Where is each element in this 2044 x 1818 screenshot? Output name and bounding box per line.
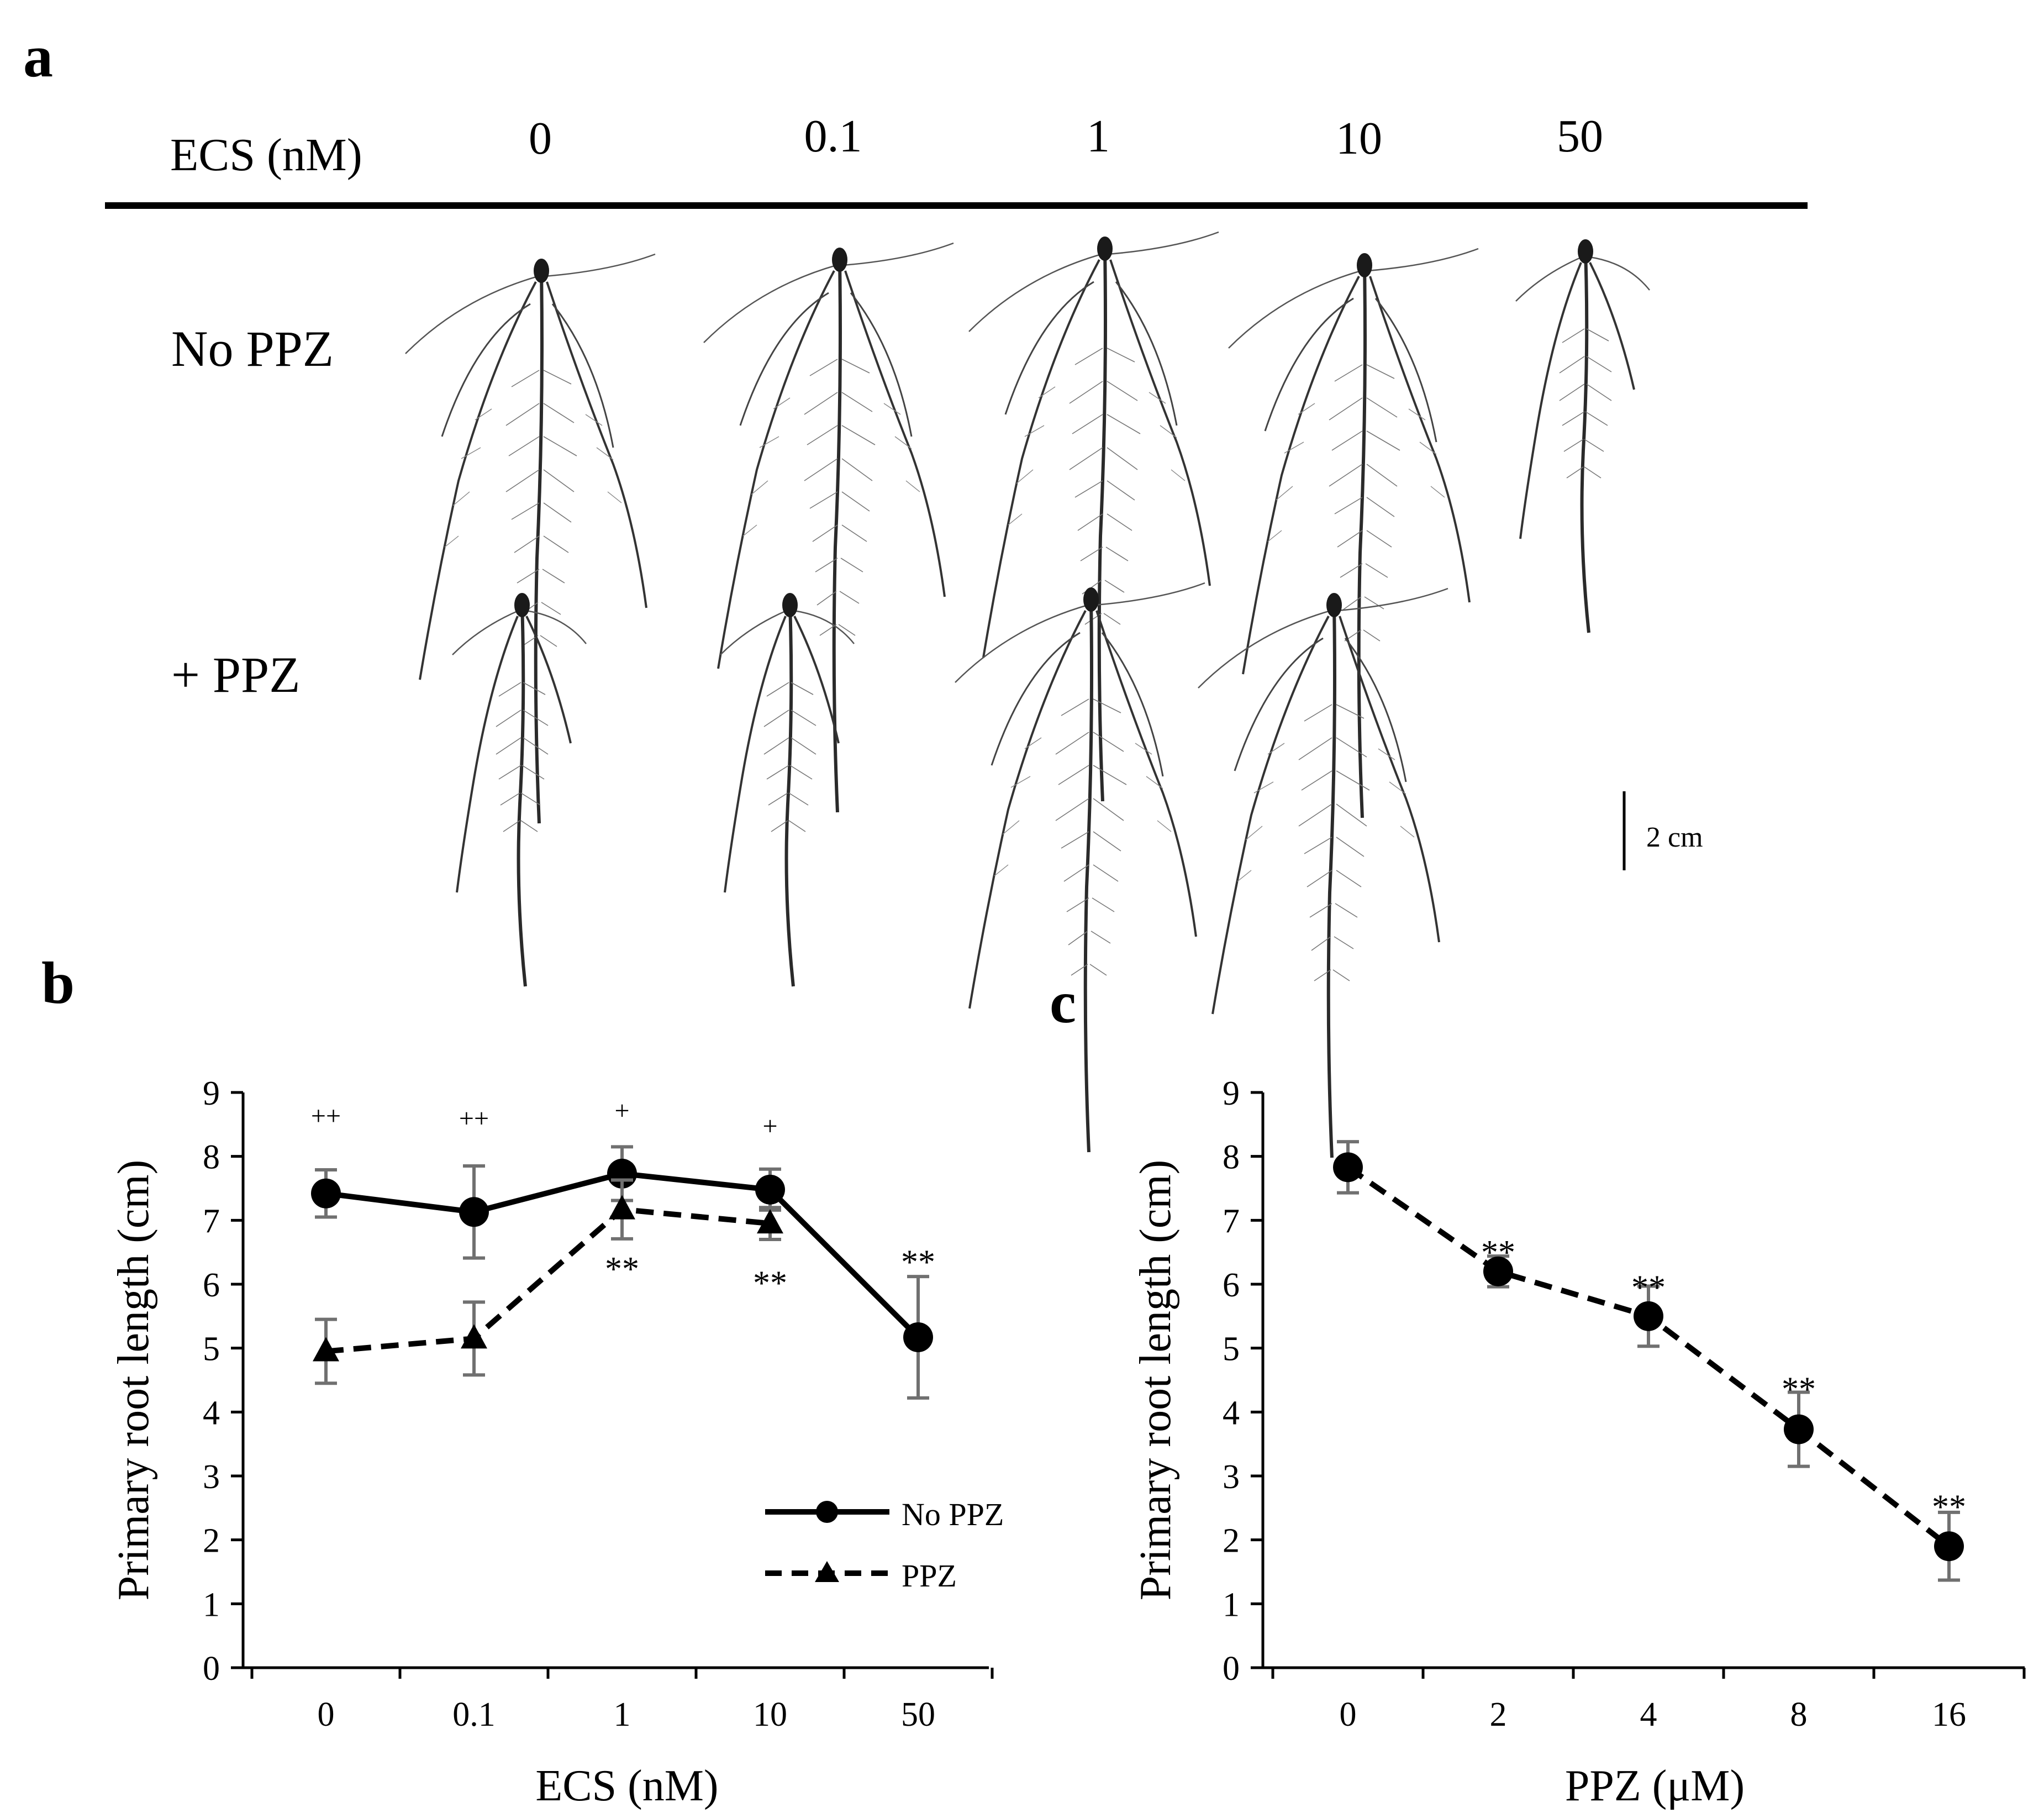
- scale-bar-label: 2 cm: [1646, 822, 1703, 853]
- panel-b-ytick-label-9: 9: [203, 1075, 220, 1112]
- panel-c-y-axis-label: Primary root length (cm): [1131, 1160, 1180, 1601]
- conc-label-50: 50: [1557, 111, 1603, 162]
- panel-b-xtick-label-3: 10: [753, 1696, 787, 1733]
- panel-b-no-ppz-point-4: [903, 1322, 933, 1353]
- panel-c-ytick-label-1: 1: [1223, 1586, 1240, 1623]
- panel-b-annotation-6: **: [901, 1243, 935, 1281]
- panel-c-ytick-label-9: 9: [1223, 1075, 1240, 1112]
- panel-c-xtick-label-3: 8: [1790, 1696, 1808, 1733]
- panel-c-ppz-point-1: [1483, 1256, 1513, 1286]
- panel-c-annotation-0: **: [1481, 1234, 1515, 1271]
- panel-c-ytick-label-5: 5: [1223, 1331, 1240, 1368]
- panel-c-xtick-label-1: 2: [1490, 1696, 1507, 1733]
- panel-b-chart: b 0 1 2 3 4 5 6 7 8 9 0 0.1 1 10 50 Primary root leng…: [41, 950, 1004, 1810]
- panel-b-y-axis-label: Primary root length (cm): [109, 1160, 158, 1601]
- row-label-ppz: + PPZ: [171, 647, 300, 703]
- panel-c-ppz-point-3: [1784, 1414, 1814, 1444]
- panel-b-x-axis-label: ECS (nM): [535, 1762, 718, 1810]
- panel-b-ytick-label-1: 1: [203, 1586, 220, 1623]
- panel-c-annotations: ** ** ** **: [1481, 1234, 1966, 1526]
- conc-label-10: 10: [1336, 113, 1382, 164]
- panel-b-annotation-5: **: [753, 1264, 787, 1302]
- panel-c-xtick-label-4: 16: [1932, 1696, 1966, 1733]
- panel-b-ytick-label-5: 5: [203, 1331, 220, 1368]
- legend-label-ppz: PPZ: [902, 1558, 957, 1594]
- conc-label-0-1: 0.1: [804, 111, 862, 162]
- legend-marker-no-ppz: [816, 1501, 838, 1523]
- panel-b-annotation-1: ++: [459, 1104, 489, 1133]
- panel-c-series: [1333, 1140, 1964, 1582]
- panel-c-ppz-line: [1346, 1165, 1951, 1549]
- panel-c-xtick-label-2: 4: [1640, 1696, 1657, 1733]
- root-image-no-ppz-50: [1516, 239, 1650, 633]
- panel-c-ytick-label-4: 4: [1223, 1394, 1240, 1432]
- panel-b-ytick-label-4: 4: [203, 1394, 220, 1432]
- panel-b-ytick-label-0: 0: [203, 1650, 220, 1688]
- panel-c-x-axis-label: PPZ (μM): [1565, 1762, 1745, 1810]
- panel-b-xtick-label-2: 1: [614, 1696, 631, 1733]
- panel-c-ytick-label-8: 8: [1223, 1139, 1240, 1176]
- panel-b-legend: No PPZ PPZ: [765, 1496, 1004, 1594]
- panel-b-ppz-point-1: [461, 1324, 487, 1349]
- panel-b-ytick-label-8: 8: [203, 1139, 220, 1176]
- panel-c-ytick-label-3: 3: [1223, 1458, 1240, 1496]
- panel-b-ppz-point-0: [313, 1337, 339, 1362]
- panel-b-no-ppz-point-3: [755, 1174, 785, 1205]
- panel-b-x-ticks: 0 0.1 1 10 50: [250, 1668, 994, 1733]
- root-image-ppz-10: [1198, 589, 1448, 1158]
- panel-c-ytick-label-0: 0: [1223, 1650, 1240, 1688]
- panel-c-ppz-point-0: [1333, 1152, 1363, 1183]
- panel-c-ytick-label-6: 6: [1223, 1267, 1240, 1304]
- ecs-header-label: ECS (nM): [170, 129, 362, 181]
- root-image-ppz-1: [955, 583, 1205, 1152]
- panel-b-ppz-point-3: [757, 1209, 783, 1234]
- panel-b-ppz-point-2: [609, 1195, 635, 1220]
- panel-c-x-ticks: 0 2 4 8 16: [1271, 1668, 2026, 1733]
- panel-c-ytick-label-2: 2: [1223, 1522, 1240, 1560]
- panel-c-y-ticks: 0 1 2 3 4 5 6 7 8 9: [1223, 1075, 1263, 1688]
- conc-label-0: 0: [529, 113, 552, 164]
- panel-b-series: [311, 1145, 933, 1400]
- panel-a: a ECS (nM) 0 0.1 1 10 50 No PPZ + PPZ: [23, 24, 1808, 1158]
- panel-b-annotation-3: +: [762, 1111, 777, 1141]
- panel-b-xtick-label-4: 50: [901, 1696, 935, 1733]
- root-image-no-ppz-0: [405, 254, 655, 823]
- panel-b-ytick-label-3: 3: [203, 1458, 220, 1496]
- panel-c-label: c: [1050, 970, 1076, 1036]
- panel-c-ytick-label-7: 7: [1223, 1202, 1240, 1240]
- legend-marker-ppz: [815, 1561, 839, 1582]
- row-label-no-ppz: No PPZ: [171, 320, 334, 377]
- panel-c-annotation-2: **: [1782, 1370, 1816, 1408]
- panel-b-annotations: ++ ++ ++** ****: [311, 1096, 935, 1302]
- panel-b-ytick-label-6: 6: [203, 1267, 220, 1304]
- conc-label-1: 1: [1087, 111, 1110, 162]
- panel-a-label: a: [23, 24, 53, 90]
- panel-b-xtick-label-1: 0.1: [452, 1696, 496, 1733]
- panel-c-annotation-3: **: [1932, 1488, 1966, 1526]
- panel-b-label: b: [41, 950, 75, 1016]
- panel-b-ytick-label-7: 7: [203, 1202, 220, 1240]
- panel-b-annotation-4: **: [605, 1250, 639, 1288]
- panel-b-xtick-label-0: 0: [318, 1696, 335, 1733]
- legend-label-no-ppz: No PPZ: [902, 1496, 1004, 1532]
- root-image-no-ppz-1: [969, 232, 1219, 801]
- panel-b-y-ticks: 0 1 2 3 4 5 6 7 8 9: [203, 1075, 243, 1688]
- panel-c-chart: c 0 1 2 3 4 5 6 7 8 9 0 2 4 8 16 Primary root length …: [1050, 970, 2026, 1810]
- panel-c-xtick-label-0: 0: [1340, 1696, 1357, 1733]
- root-image-no-ppz-10: [1229, 249, 1478, 818]
- panel-c-ppz-point-2: [1634, 1301, 1663, 1331]
- panel-b-ytick-label-2: 2: [203, 1522, 220, 1560]
- panel-b-annotation-2: +: [614, 1096, 629, 1126]
- root-image-no-ppz-0-1: [704, 243, 953, 812]
- panel-b-no-ppz-point-1: [459, 1197, 489, 1227]
- panel-c-annotation-1: **: [1631, 1269, 1666, 1307]
- panel-b-no-ppz-point-0: [311, 1178, 341, 1209]
- root-image-ppz-0: [452, 593, 586, 986]
- panel-b-ppz-line: [325, 1206, 771, 1354]
- panel-c-ppz-point-4: [1934, 1531, 1964, 1562]
- panel-b-annotation-0: ++: [311, 1101, 341, 1131]
